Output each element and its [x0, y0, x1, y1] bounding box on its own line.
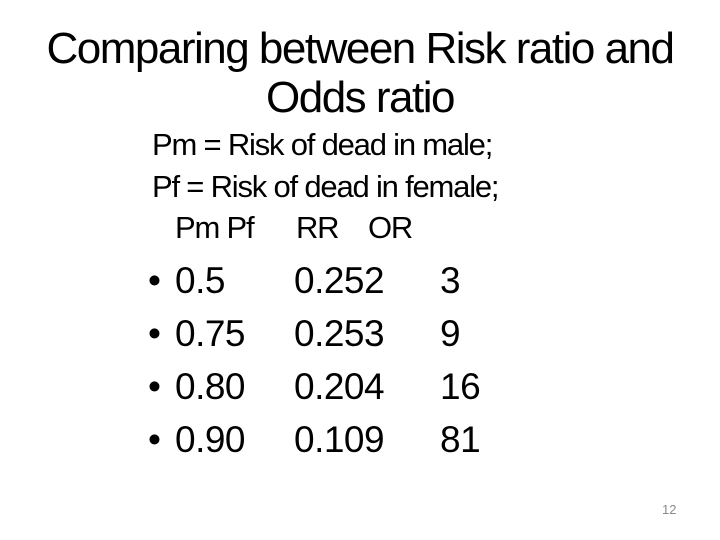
page-number: 12 — [662, 502, 677, 517]
slide-title-line2: Odds ratio — [266, 73, 455, 122]
bullet-icon: • — [148, 313, 161, 354]
cell-rr: 0.253 — [294, 313, 385, 354]
slide-title-line1: Comparing between Risk ratio and — [46, 24, 675, 73]
cell-pm-pf: 0.90 — [175, 419, 246, 460]
definition-pf: Pf = Risk of dead in female; — [152, 169, 500, 204]
slide-title: Comparing between Risk ratio and Odds ra… — [0, 24, 720, 122]
column-header-pm-pf: Pm Pf — [175, 210, 255, 245]
cell-or: 9 — [440, 313, 461, 354]
cell-or: 81 — [440, 419, 481, 460]
bullet-icon: • — [148, 366, 161, 407]
column-header-or: OR — [368, 210, 413, 245]
table-row: • 0.80 0.204 16 — [148, 360, 481, 413]
cell-or: 16 — [440, 366, 481, 407]
cell-rr: 0.252 — [294, 260, 385, 301]
cell-rr: 0.204 — [294, 366, 385, 407]
cell-pm-pf: 0.75 — [175, 313, 246, 354]
table-header-row: Pm Pf RR OR — [0, 210, 720, 246]
table-row: • 0.90 0.109 81 — [148, 413, 481, 466]
cell-or: 3 — [440, 260, 461, 301]
definition-pm: Pm = Risk of dead in male; — [152, 127, 493, 162]
table-body: • 0.5 0.252 3 • 0.75 0.253 9 • 0.80 0.20… — [148, 254, 481, 466]
bullet-icon: • — [148, 260, 161, 301]
cell-pm-pf: 0.80 — [175, 366, 246, 407]
cell-rr: 0.109 — [294, 419, 385, 460]
table-row: • 0.75 0.253 9 — [148, 307, 480, 360]
cell-pm-pf: 0.5 — [175, 260, 225, 301]
table-row: • 0.5 0.252 3 — [148, 254, 480, 307]
column-header-rr: RR — [296, 210, 340, 245]
bullet-icon: • — [148, 419, 161, 460]
